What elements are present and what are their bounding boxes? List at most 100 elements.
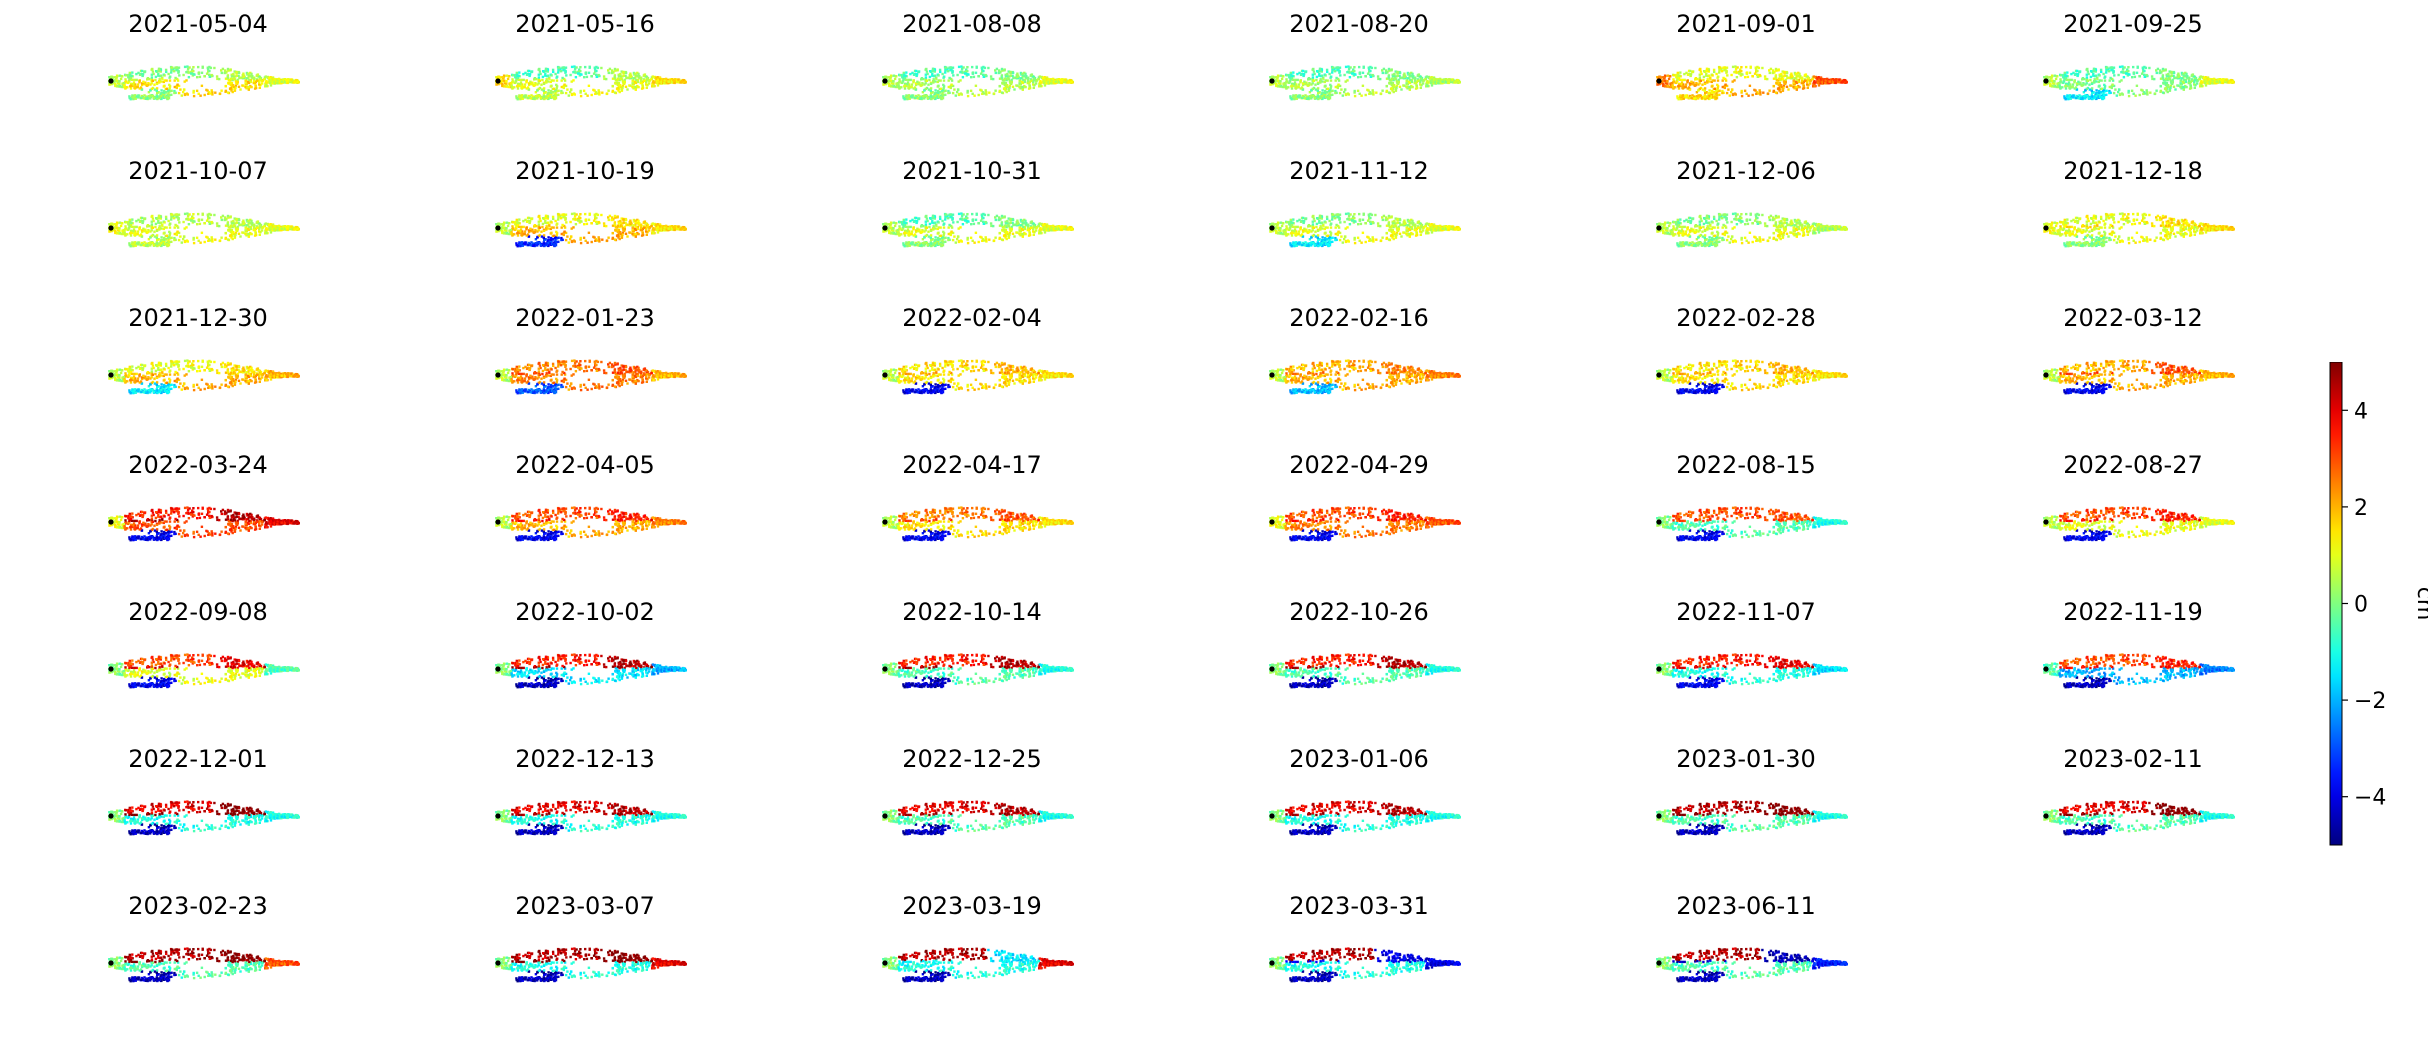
data-point <box>159 221 163 224</box>
data-point <box>108 223 111 226</box>
data-point <box>1422 79 1425 83</box>
data-point <box>1457 80 1460 83</box>
data-point <box>1305 81 1308 84</box>
data-point <box>535 77 538 81</box>
data-point <box>120 222 124 225</box>
data-point <box>1780 72 1783 76</box>
data-point <box>1040 81 1043 84</box>
data-point <box>226 221 230 224</box>
data-point <box>1344 65 1348 69</box>
data-point <box>1828 82 1831 85</box>
data-point <box>542 70 545 73</box>
data-point <box>216 77 219 81</box>
data-point <box>174 238 177 241</box>
data-point <box>1699 67 1702 71</box>
data-point <box>1370 92 1373 95</box>
data-point <box>1381 89 1384 92</box>
data-point <box>2045 75 2049 79</box>
data-point <box>1007 70 1010 73</box>
data-point <box>1315 75 1319 79</box>
data-point <box>1772 84 1775 88</box>
data-point <box>186 65 189 68</box>
data-point <box>1802 81 1805 85</box>
data-point <box>151 70 155 73</box>
data-point <box>1803 78 1806 81</box>
data-point <box>540 88 544 91</box>
data-point <box>1354 73 1357 76</box>
data-point <box>588 65 591 68</box>
data-point <box>2142 91 2146 94</box>
data-point <box>2102 88 2106 91</box>
data-point <box>2103 85 2107 88</box>
data-point <box>132 230 135 233</box>
data-point <box>1035 79 1038 83</box>
data-point <box>210 73 213 77</box>
data-point <box>1000 75 1003 78</box>
data-point <box>226 74 230 77</box>
data-point <box>2193 83 2196 86</box>
data-point <box>584 71 587 75</box>
data-point <box>998 84 1001 88</box>
data-point <box>1656 83 1659 86</box>
data-point <box>1046 80 1050 83</box>
data-point <box>186 70 190 73</box>
data-point <box>224 231 227 235</box>
data-point <box>2141 89 2144 92</box>
data-point <box>1753 72 1757 75</box>
data-point <box>1395 86 1398 89</box>
data-point <box>1762 91 1765 94</box>
data-point <box>196 223 199 226</box>
data-point <box>933 70 936 73</box>
data-point <box>132 97 135 101</box>
data-point <box>140 230 144 233</box>
data-point <box>902 95 905 98</box>
data-point <box>229 68 232 71</box>
data-point <box>557 66 560 69</box>
data-point <box>925 70 929 73</box>
data-point <box>2109 91 2112 94</box>
data-point <box>510 85 513 88</box>
data-point <box>1391 73 1394 76</box>
data-point <box>934 94 937 98</box>
data-point <box>981 92 984 95</box>
data-point <box>1346 79 1349 82</box>
data-point <box>1702 75 1706 79</box>
data-point <box>551 90 554 94</box>
data-point <box>2182 81 2185 84</box>
data-point <box>149 97 152 100</box>
data-point <box>942 83 945 87</box>
data-point <box>921 95 925 98</box>
data-point <box>1728 94 1731 97</box>
data-point <box>1704 91 1707 95</box>
data-point <box>1713 87 1716 90</box>
data-point <box>1817 78 1821 82</box>
data-point <box>1334 91 1337 95</box>
data-point <box>2086 79 2089 82</box>
data-point <box>518 95 521 99</box>
data-point <box>563 66 566 70</box>
data-point <box>280 82 283 85</box>
data-point <box>229 224 233 227</box>
data-point <box>1403 72 1406 75</box>
data-point <box>590 75 593 78</box>
data-point <box>1349 66 1352 69</box>
data-point <box>1012 76 1015 80</box>
data-point <box>2133 75 2137 79</box>
data-point <box>594 92 597 95</box>
data-point <box>137 96 140 99</box>
data-point <box>2086 70 2090 73</box>
data-point <box>2104 75 2107 78</box>
data-point <box>160 94 163 98</box>
data-point <box>130 74 133 77</box>
data-point <box>675 80 678 83</box>
data-point <box>134 231 137 234</box>
data-point <box>2056 82 2059 85</box>
data-point <box>200 231 204 234</box>
data-point <box>2158 69 2162 72</box>
data-point <box>1318 69 1321 73</box>
data-point <box>536 89 539 92</box>
data-point <box>1331 66 1334 69</box>
data-point <box>2187 81 2190 85</box>
data-point <box>630 74 633 77</box>
data-point <box>645 77 648 80</box>
